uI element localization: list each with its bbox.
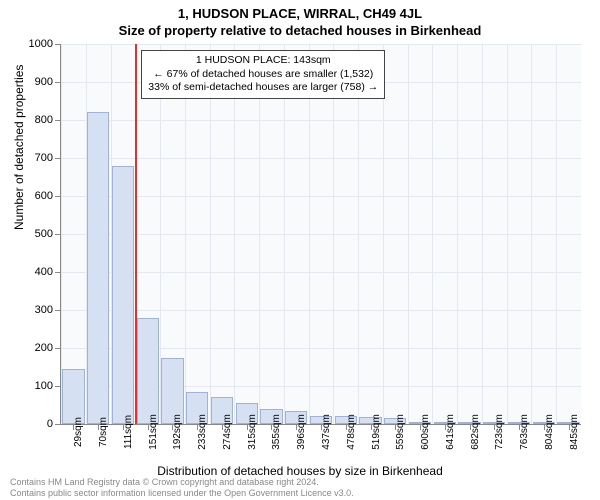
y-axis-label: Number of detached properties bbox=[12, 65, 26, 230]
histogram-bar bbox=[112, 166, 134, 424]
y-tick-label: 700 bbox=[35, 152, 53, 164]
x-tick-label: 641sqm bbox=[445, 414, 456, 450]
annotation-box: 1 HUDSON PLACE: 143sqm← 67% of detached … bbox=[141, 50, 385, 99]
x-tick-label: 29sqm bbox=[73, 417, 84, 447]
x-tick-label: 478sqm bbox=[346, 414, 357, 450]
y-tick-label: 400 bbox=[35, 266, 53, 278]
x-tick-label: 723sqm bbox=[494, 414, 505, 450]
chart-plot-area: 0100200300400500600700800900100029sqm70s… bbox=[60, 44, 581, 425]
x-tick-label: 600sqm bbox=[420, 414, 431, 450]
footer-attribution: Contains HM Land Registry data © Crown c… bbox=[10, 477, 354, 499]
page-subtitle: Size of property relative to detached ho… bbox=[0, 21, 600, 38]
y-tick-label: 500 bbox=[35, 228, 53, 240]
property-marker-line bbox=[135, 44, 137, 424]
y-tick-label: 600 bbox=[35, 190, 53, 202]
x-axis-label: Distribution of detached houses by size … bbox=[0, 464, 600, 478]
x-tick-label: 274sqm bbox=[222, 414, 233, 450]
x-tick-label: 233sqm bbox=[197, 414, 208, 450]
footer-line-2: Contains public sector information licen… bbox=[10, 488, 354, 499]
x-tick-label: 355sqm bbox=[271, 414, 282, 450]
x-tick-label: 70sqm bbox=[98, 417, 109, 447]
annotation-line-1: 1 HUDSON PLACE: 143sqm bbox=[148, 54, 378, 68]
y-tick-label: 900 bbox=[35, 76, 53, 88]
histogram-bar bbox=[87, 112, 109, 424]
histogram-bar bbox=[137, 318, 159, 424]
y-tick-label: 100 bbox=[35, 380, 53, 392]
footer-line-1: Contains HM Land Registry data © Crown c… bbox=[10, 477, 354, 488]
x-tick-label: 845sqm bbox=[569, 414, 580, 450]
page-title: 1, HUDSON PLACE, WIRRAL, CH49 4JL bbox=[0, 0, 600, 21]
x-tick-label: 437sqm bbox=[321, 414, 332, 450]
x-tick-label: 763sqm bbox=[519, 414, 530, 450]
histogram-bar bbox=[62, 369, 84, 424]
y-tick-label: 0 bbox=[47, 418, 53, 430]
x-tick-label: 396sqm bbox=[296, 414, 307, 450]
annotation-line-2: ← 67% of detached houses are smaller (1,… bbox=[148, 68, 378, 82]
y-tick-label: 300 bbox=[35, 304, 53, 316]
x-tick-label: 519sqm bbox=[371, 414, 382, 450]
x-tick-label: 804sqm bbox=[544, 414, 555, 450]
y-tick-label: 800 bbox=[35, 114, 53, 126]
x-tick-label: 111sqm bbox=[123, 415, 134, 449]
y-tick-label: 1000 bbox=[29, 38, 53, 50]
x-tick-label: 192sqm bbox=[172, 414, 183, 450]
x-tick-label: 559sqm bbox=[395, 414, 406, 450]
y-tick-label: 200 bbox=[35, 342, 53, 354]
annotation-line-3: 33% of semi-detached houses are larger (… bbox=[148, 81, 378, 95]
x-tick-label: 315sqm bbox=[247, 414, 258, 450]
x-tick-label: 682sqm bbox=[470, 414, 481, 450]
x-tick-label: 151sqm bbox=[148, 414, 159, 450]
